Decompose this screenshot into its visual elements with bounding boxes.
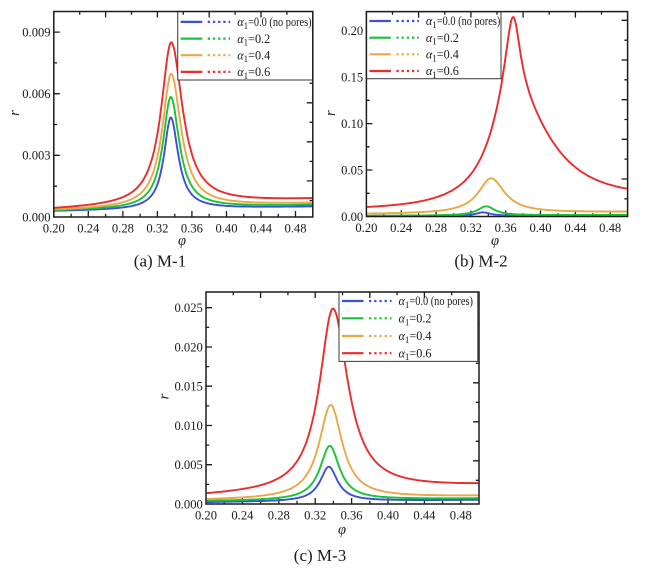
svg-text:0.015: 0.015 bbox=[174, 380, 202, 394]
svg-text:0.003: 0.003 bbox=[22, 149, 50, 163]
svg-text:(c) M-3: (c) M-3 bbox=[294, 546, 346, 565]
svg-text:0.24: 0.24 bbox=[77, 222, 100, 236]
svg-text:α1=0.6: α1=0.6 bbox=[426, 64, 459, 80]
svg-text:0.44: 0.44 bbox=[250, 222, 273, 236]
svg-text:α1=0.0 (no pores): α1=0.0 (no pores) bbox=[426, 14, 500, 30]
svg-text:0.28: 0.28 bbox=[425, 221, 447, 235]
svg-text:α1=0.0 (no pores): α1=0.0 (no pores) bbox=[399, 294, 473, 310]
svg-text:0.05: 0.05 bbox=[341, 163, 363, 177]
svg-text:0.48: 0.48 bbox=[450, 509, 472, 523]
svg-text:α1=0.2: α1=0.2 bbox=[426, 31, 459, 47]
svg-text:φ: φ bbox=[338, 522, 346, 538]
svg-text:α1=0.4: α1=0.4 bbox=[399, 329, 432, 345]
svg-text:0.36: 0.36 bbox=[495, 221, 517, 235]
svg-text:0.010: 0.010 bbox=[174, 419, 202, 433]
svg-text:0.40: 0.40 bbox=[529, 221, 551, 235]
svg-text:0.025: 0.025 bbox=[174, 301, 202, 315]
svg-text:0.32: 0.32 bbox=[460, 221, 482, 235]
svg-text:0.48: 0.48 bbox=[599, 221, 621, 235]
svg-text:0.00: 0.00 bbox=[341, 210, 363, 224]
svg-text:0.44: 0.44 bbox=[413, 509, 436, 523]
svg-text:0.20: 0.20 bbox=[355, 221, 377, 235]
svg-text:(b) M-2: (b) M-2 bbox=[454, 251, 507, 270]
svg-text:0.009: 0.009 bbox=[22, 25, 50, 39]
svg-text:α1=0.4: α1=0.4 bbox=[426, 48, 459, 64]
svg-text:r: r bbox=[323, 110, 339, 116]
svg-text:0.20: 0.20 bbox=[195, 509, 217, 523]
svg-text:0.36: 0.36 bbox=[341, 509, 363, 523]
svg-text:α1=0.0 (no pores): α1=0.0 (no pores) bbox=[237, 15, 311, 31]
svg-text:0.44: 0.44 bbox=[564, 221, 587, 235]
svg-text:φ: φ bbox=[491, 233, 499, 249]
svg-text:0.36: 0.36 bbox=[181, 222, 203, 236]
svg-text:0.24: 0.24 bbox=[390, 221, 413, 235]
svg-text:0.20: 0.20 bbox=[341, 24, 363, 38]
svg-text:0.15: 0.15 bbox=[341, 70, 363, 84]
svg-text:φ: φ bbox=[178, 233, 186, 249]
svg-text:α1=0.2: α1=0.2 bbox=[237, 32, 270, 48]
svg-text:α1=0.6: α1=0.6 bbox=[237, 65, 270, 81]
svg-text:0.000: 0.000 bbox=[22, 210, 50, 224]
svg-text:r: r bbox=[7, 110, 23, 116]
svg-text:0.28: 0.28 bbox=[268, 509, 290, 523]
svg-text:α1=0.6: α1=0.6 bbox=[399, 346, 432, 362]
svg-text:0.24: 0.24 bbox=[231, 509, 254, 523]
svg-text:0.32: 0.32 bbox=[146, 222, 168, 236]
svg-text:0.006: 0.006 bbox=[22, 87, 50, 101]
svg-text:r: r bbox=[157, 393, 173, 399]
svg-text:0.005: 0.005 bbox=[174, 458, 202, 472]
svg-text:0.32: 0.32 bbox=[304, 509, 326, 523]
svg-text:0.40: 0.40 bbox=[377, 509, 399, 523]
svg-text:0.28: 0.28 bbox=[112, 222, 134, 236]
svg-text:0.000: 0.000 bbox=[174, 497, 202, 511]
svg-text:α1=0.2: α1=0.2 bbox=[399, 312, 432, 328]
svg-text:0.20: 0.20 bbox=[43, 222, 65, 236]
svg-text:0.020: 0.020 bbox=[174, 340, 202, 354]
svg-text:0.40: 0.40 bbox=[215, 222, 237, 236]
svg-text:0.48: 0.48 bbox=[284, 222, 306, 236]
svg-text:0.10: 0.10 bbox=[341, 117, 363, 131]
svg-text:(a) M-1: (a) M-1 bbox=[134, 251, 186, 270]
svg-text:α1=0.4: α1=0.4 bbox=[237, 48, 270, 64]
